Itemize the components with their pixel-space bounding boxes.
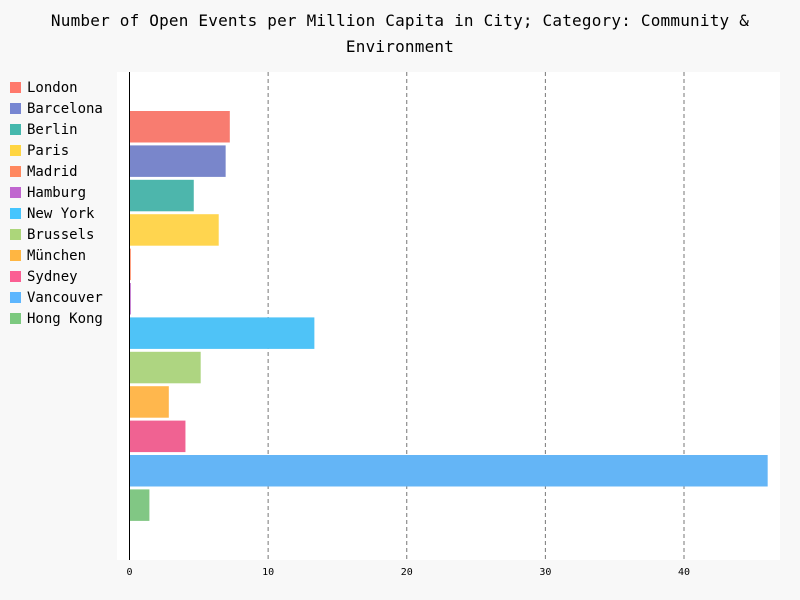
legend-swatch	[10, 187, 21, 198]
legend-label: Berlin	[27, 122, 78, 138]
plot-area	[117, 72, 780, 560]
bar-m-nchen[interactable]	[129, 386, 169, 418]
x-tick-label-10: 10	[262, 567, 274, 578]
bar-vancouver[interactable]	[129, 455, 768, 487]
legend-label: Sydney	[27, 269, 78, 285]
legend-swatch	[10, 292, 21, 303]
x-tick-label-30: 30	[539, 567, 551, 578]
legend-item-m-nchen[interactable]: München	[10, 246, 120, 267]
chart-title: Number of Open Events per Million Capita…	[50, 11, 750, 56]
legend-swatch	[10, 313, 21, 324]
legend-swatch	[10, 124, 21, 135]
legend-item-berlin[interactable]: Berlin	[10, 120, 120, 141]
legend-swatch	[10, 229, 21, 240]
bar-london[interactable]	[129, 111, 230, 143]
legend-label: München	[27, 248, 87, 264]
bar-berlin[interactable]	[129, 179, 194, 212]
bar-sydney[interactable]	[129, 420, 186, 453]
legend-label: Brussels	[27, 227, 95, 243]
legend-swatch	[10, 145, 21, 156]
legend: London Barcelona Berlin Paris Madrid Hamburg N…	[10, 78, 120, 330]
x-tick-label-0: 0	[126, 567, 132, 578]
legend-swatch	[10, 208, 21, 219]
bar-chart	[129, 72, 768, 560]
legend-swatch	[10, 250, 21, 261]
legend-label: London	[27, 80, 78, 96]
legend-item-madrid[interactable]: Madrid	[10, 162, 120, 183]
legend-item-sydney[interactable]: Sydney	[10, 267, 120, 288]
legend-label: Hong Kong	[27, 311, 103, 327]
legend-swatch	[10, 166, 21, 177]
x-tick-label-20: 20	[401, 567, 413, 578]
bar-barcelona[interactable]	[129, 145, 226, 177]
bar-hong-kong[interactable]	[129, 489, 150, 521]
legend-item-paris[interactable]: Paris	[10, 141, 120, 162]
legend-item-hamburg[interactable]: Hamburg	[10, 183, 120, 204]
legend-label: Hamburg	[27, 185, 87, 201]
legend-label: Barcelona	[27, 101, 103, 117]
legend-item-barcelona[interactable]: Barcelona	[10, 99, 120, 120]
legend-item-hong-kong[interactable]: Hong Kong	[10, 309, 120, 330]
legend-swatch	[10, 82, 21, 93]
legend-item-vancouver[interactable]: Vancouver	[10, 288, 120, 309]
legend-item-new-york[interactable]: New York	[10, 204, 120, 225]
bar-paris[interactable]	[129, 214, 219, 246]
legend-swatch	[10, 271, 21, 282]
legend-label: Madrid	[27, 164, 78, 180]
bar-new-york[interactable]	[129, 317, 315, 349]
x-tick-label-40: 40	[678, 567, 690, 578]
legend-label: New York	[27, 206, 95, 222]
legend-label: Vancouver	[27, 290, 103, 306]
legend-label: Paris	[27, 143, 70, 159]
legend-item-london[interactable]: London	[10, 78, 120, 99]
bar-brussels[interactable]	[129, 351, 201, 384]
legend-item-brussels[interactable]: Brussels	[10, 225, 120, 246]
legend-swatch	[10, 103, 21, 114]
